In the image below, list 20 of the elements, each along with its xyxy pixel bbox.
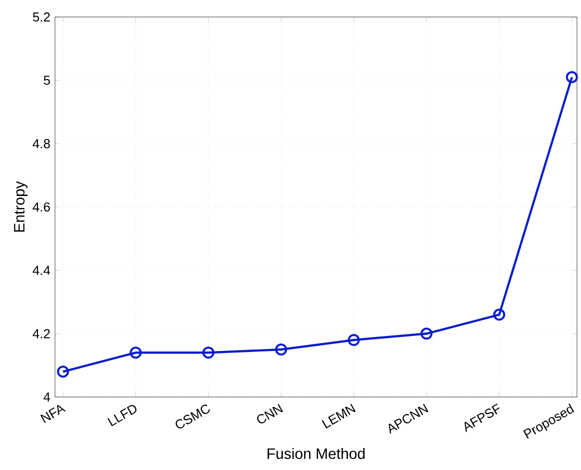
point bbox=[130, 346, 142, 359]
x-tick-label: CNN bbox=[257, 404, 284, 424]
y-tick-label: 4.8 bbox=[32, 139, 50, 148]
y-tick-label: 4.2 bbox=[32, 329, 50, 338]
y-tick-label: 5.2 bbox=[32, 12, 50, 22]
point bbox=[566, 71, 578, 84]
x-tick-label: LLFD bbox=[107, 405, 136, 426]
point bbox=[57, 366, 69, 378]
point bbox=[493, 308, 506, 321]
x-tick-label: NFA bbox=[40, 404, 66, 424]
point bbox=[348, 334, 360, 346]
point bbox=[202, 346, 214, 359]
y-tick-label: 4 bbox=[44, 392, 50, 402]
y-tick-label: 5 bbox=[44, 76, 50, 85]
x-axis-title: Fusion Method bbox=[268, 448, 365, 459]
point bbox=[275, 343, 288, 356]
y-axis-title: Entropy bbox=[14, 181, 28, 232]
point bbox=[420, 328, 433, 340]
y-tick-label: 4.6 bbox=[32, 202, 50, 212]
y-tick-label: 4.4 bbox=[32, 266, 50, 275]
